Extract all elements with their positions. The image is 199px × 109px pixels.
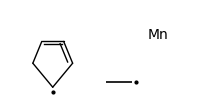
Text: Mn: Mn bbox=[148, 28, 169, 42]
